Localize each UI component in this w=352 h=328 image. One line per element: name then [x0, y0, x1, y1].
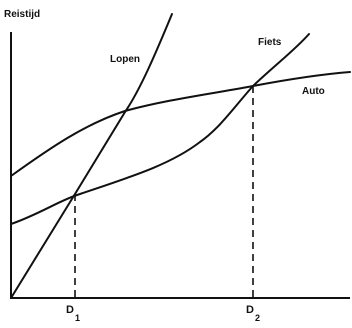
lopen-curve: [10, 13, 173, 299]
auto-curve: [10, 71, 351, 177]
d2-marker: D 2: [246, 304, 260, 323]
svg-text:2: 2: [255, 313, 260, 323]
fiets-label: Fiets: [258, 37, 282, 48]
d1-marker: D 1: [66, 304, 80, 323]
svg-text:D: D: [246, 304, 254, 316]
auto-label: Auto: [302, 86, 325, 97]
lopen-label: Lopen: [110, 54, 140, 65]
fiets-curve: [10, 33, 310, 225]
svg-text:1: 1: [75, 313, 80, 323]
svg-text:D: D: [66, 304, 74, 316]
y-axis-label: Reistijd: [4, 9, 40, 20]
